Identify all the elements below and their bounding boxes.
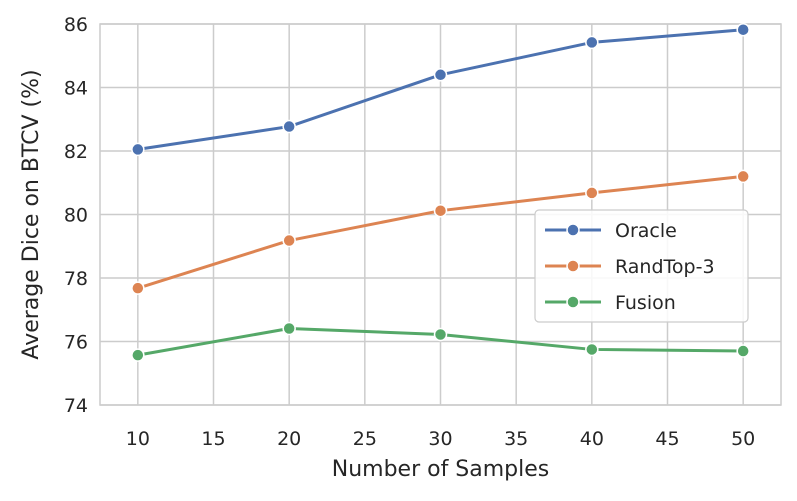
plot-frame <box>99 23 782 406</box>
legend-item: Fusion <box>545 292 676 314</box>
legend-label: Fusion <box>615 292 676 314</box>
data-point <box>585 186 599 200</box>
series-randtop-3 <box>131 169 750 295</box>
legend-marker <box>566 259 580 273</box>
data-point <box>736 169 750 184</box>
data-point <box>131 142 145 157</box>
series-fusion <box>131 321 750 362</box>
x-tick-label: 40 <box>580 428 604 450</box>
series-oracle <box>131 22 750 157</box>
x-axis-ticks: 10 15 20 25 30 35 40 45 50 <box>126 428 756 450</box>
data-point <box>433 68 448 82</box>
x-tick-label: 50 <box>731 428 755 450</box>
y-axis-ticks: 74 76 78 80 82 84 86 <box>64 14 88 417</box>
legend-marker <box>566 223 580 237</box>
legend: Oracle RandTop-3 Fusion <box>534 209 749 323</box>
legend-marker <box>566 295 580 309</box>
legend-box <box>534 209 749 323</box>
x-tick-label: 30 <box>428 428 452 450</box>
y-tick-label: 78 <box>64 268 88 290</box>
legend-label: Oracle <box>615 220 677 242</box>
y-axis-label: Average Dice on BTCV (%) <box>19 69 44 359</box>
data-point <box>736 344 750 358</box>
legend-item: Oracle <box>545 220 677 242</box>
y-tick-label: 86 <box>64 14 88 36</box>
data-point <box>433 203 448 218</box>
x-tick-label: 45 <box>655 428 679 450</box>
data-point <box>585 35 599 50</box>
x-tick-label: 15 <box>201 428 225 450</box>
legend-item: RandTop-3 <box>545 256 715 278</box>
x-tick-label: 20 <box>277 428 301 450</box>
data-point <box>131 348 145 362</box>
data-point <box>131 281 145 295</box>
y-tick-label: 74 <box>64 395 88 417</box>
x-axis-label: Number of Samples <box>332 457 550 482</box>
x-tick-label: 35 <box>504 428 528 450</box>
y-tick-label: 76 <box>64 332 88 354</box>
series-group <box>131 22 750 362</box>
x-tick-label: 10 <box>126 428 150 450</box>
data-point <box>282 119 296 134</box>
y-tick-label: 82 <box>64 141 88 163</box>
data-point <box>585 342 599 357</box>
data-point <box>282 321 296 336</box>
data-point <box>433 327 448 342</box>
y-tick-label: 84 <box>64 78 88 100</box>
data-point <box>282 233 296 248</box>
x-tick-label: 25 <box>353 428 377 450</box>
data-point <box>736 22 750 37</box>
legend-label: RandTop-3 <box>615 256 715 278</box>
y-tick-label: 80 <box>64 205 88 227</box>
